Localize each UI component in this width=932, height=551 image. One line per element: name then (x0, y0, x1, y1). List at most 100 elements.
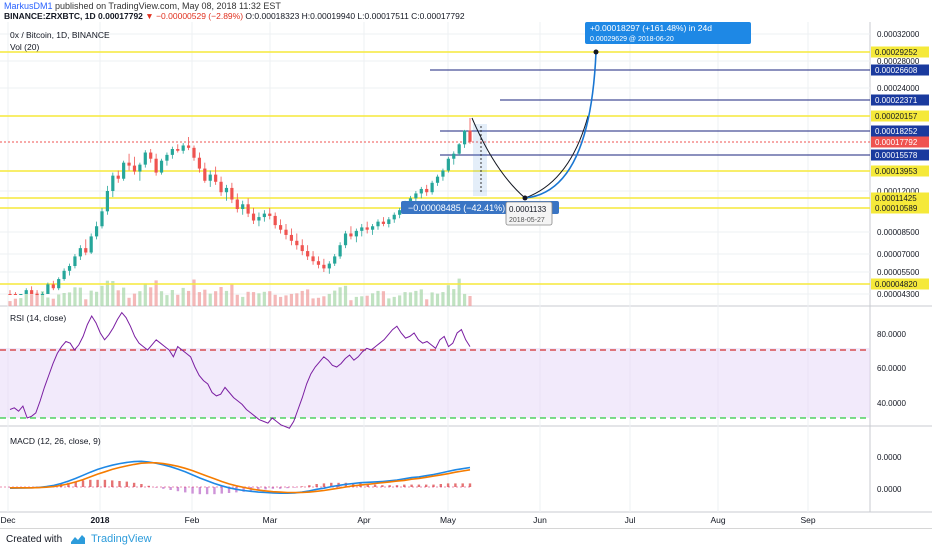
time-tick-aug: Aug (710, 515, 725, 525)
macd-hist-bar (330, 482, 333, 487)
macd-hist-bar (446, 483, 450, 487)
price-change: ▼ −0.00000529 (−2.89%) (145, 11, 244, 21)
volume-bar (116, 290, 120, 306)
volume-bar (62, 293, 66, 306)
volume-bar (224, 290, 229, 306)
volume-bar (208, 293, 212, 306)
volume-bar (67, 292, 72, 306)
volume-bar (40, 291, 45, 306)
volume-bar (338, 287, 342, 306)
macd-hist-bar (454, 483, 457, 487)
volume-bar (430, 292, 434, 306)
volume-bar (100, 285, 104, 306)
volume-bar (300, 290, 304, 306)
candle-body (94, 226, 99, 237)
tradingview-brand[interactable]: TradingView (91, 533, 152, 545)
candle-body (186, 145, 191, 148)
candle-body (132, 165, 137, 172)
candle-body (149, 152, 153, 159)
price-tick: 0.00008500 (877, 228, 920, 237)
candle-body (224, 187, 229, 193)
volume-bar (186, 290, 191, 306)
macd-hist-bar (468, 483, 472, 487)
candle-body (111, 175, 115, 191)
candle-body (376, 221, 380, 227)
volume-bar (322, 296, 326, 306)
down-annotation-text: −0.00008485 (−42.41%) (408, 203, 505, 213)
candle-body (441, 170, 445, 177)
macd-tick-lower: 0.0000 (877, 485, 902, 494)
macd-hist-bar (227, 487, 231, 493)
macd-hist-bar (403, 484, 406, 487)
candle-body (435, 176, 440, 183)
volume-bar (94, 291, 99, 306)
macd-hist-bar (147, 485, 150, 487)
price-tick: 0.00028000 (877, 57, 920, 66)
volume-bar (219, 287, 223, 306)
macd-hist-bar (432, 484, 435, 487)
time-axis[interactable]: Dec 2018 Feb Mar Apr May Jun Jul Aug Sep (0, 515, 815, 525)
candle-body (322, 264, 326, 269)
candle-body (251, 213, 256, 221)
macd-hist-bar (373, 484, 377, 487)
candle-body (446, 158, 450, 171)
time-tick-sep: Sep (800, 515, 815, 525)
macd-hist-bar (366, 484, 369, 487)
candle-body (105, 191, 110, 212)
ohlc-values: O:0.00018323 H:0.00019940 L:0.00017511 C… (245, 11, 465, 21)
macd-hist-bar (417, 484, 421, 487)
volume-bar (376, 290, 380, 306)
created-with-text: Created with (6, 534, 63, 545)
level-tag: 0.00004820 (875, 280, 918, 289)
chart-title: 0x / Bitcoin, 1D, BINANCE (10, 30, 110, 40)
candle-body (327, 263, 331, 269)
volume-bar (35, 292, 39, 306)
candle-body (295, 240, 299, 246)
candle-body (430, 182, 434, 193)
price-tick: 0.00032000 (877, 30, 920, 39)
volume-bar (446, 285, 450, 306)
level-tag: 0.00022371 (875, 96, 918, 105)
bottom-annotation-box[interactable] (505, 201, 553, 226)
author-link[interactable]: MarkusDM1 (4, 1, 53, 11)
candlesticks (8, 118, 472, 295)
volume-bar (8, 301, 12, 306)
volume-bar (425, 299, 429, 306)
macd-hist-bar (118, 481, 121, 487)
candle-body (170, 148, 174, 155)
candle-body (273, 215, 277, 226)
level-tag-box (871, 64, 929, 76)
candle-body (219, 181, 223, 193)
volume-bar (181, 287, 185, 306)
bottom-point[interactable] (522, 195, 528, 201)
price-axis[interactable]: 0.00032000 0.00028000 0.00024000 0.00012000… (877, 30, 920, 299)
candle-body (414, 193, 418, 199)
chart-header: MarkusDM1 published on TradingView.com, … (0, 0, 932, 22)
volume-bar (419, 289, 423, 306)
rsi-line (9, 311, 471, 429)
macd-hist-bar (111, 480, 114, 487)
candle-body (73, 256, 77, 266)
volume-bar (333, 290, 337, 306)
macd-hist-bar (388, 485, 391, 487)
volume-bar (84, 299, 88, 306)
macd-hist-bar (322, 483, 326, 487)
target-annotation-box[interactable] (585, 22, 751, 44)
time-tick-jun: Jun (533, 515, 547, 525)
target-point[interactable] (593, 49, 599, 55)
volume-bar (360, 296, 364, 306)
level-tag: 0.00020157 (875, 112, 918, 121)
chart-canvas[interactable]: +0.00018297 (+161.48%) in 24d 0.00029629… (0, 22, 932, 528)
time-tick-2018: 2018 (91, 515, 110, 525)
candle-body (425, 188, 429, 193)
volume-bar (468, 296, 472, 306)
level-tag-box (871, 165, 929, 177)
candle-body (122, 162, 126, 179)
rsi-tick-60: 60.0000 (877, 364, 906, 373)
volume-bar (30, 294, 34, 306)
candle-body (127, 162, 131, 166)
volume-bar (57, 294, 61, 306)
macd-hist-bar (96, 479, 99, 487)
volume-bar (143, 283, 147, 306)
candle-body (24, 290, 28, 294)
